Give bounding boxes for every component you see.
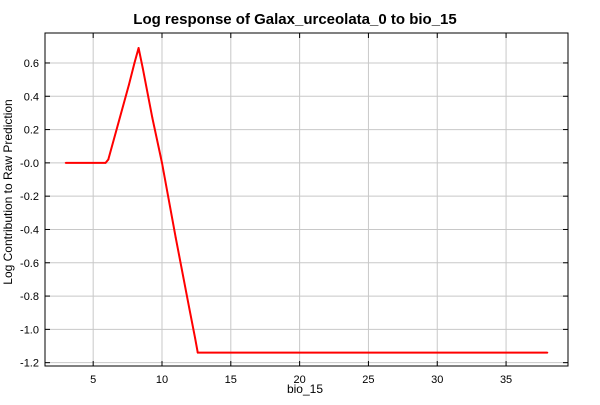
chart-title: Log response of Galax_urceolata_0 to bio…: [133, 11, 456, 28]
response-curve-point: [64, 161, 67, 164]
x-tick-label: 25: [362, 374, 374, 386]
response-curve-point: [151, 117, 154, 119]
y-tick-label: -1.0: [20, 324, 39, 336]
response-curve-point: [546, 351, 549, 354]
y-tick-label: -0.2: [20, 191, 39, 203]
y-tick-label: -1.2: [20, 358, 39, 370]
x-axis-label: bio_15: [287, 382, 323, 396]
response-curve-point: [194, 336, 196, 339]
response-curve-point: [137, 47, 140, 49]
x-tick-label: 35: [500, 374, 512, 386]
response-curve-point: [188, 308, 191, 311]
x-tick-label: 5: [90, 374, 96, 386]
y-tick-label: -0.4: [20, 224, 39, 236]
y-axis-label: Log Contribution to Raw Prediction: [1, 99, 15, 284]
response-curve-point: [141, 67, 144, 69]
x-tick-label: 30: [431, 374, 443, 386]
x-tick-label: 20: [293, 374, 305, 386]
y-tick-label: 0.6: [24, 58, 39, 70]
y-tick-label: 0.2: [24, 125, 39, 137]
response-curve-point: [133, 62, 136, 64]
response-curve-line: [65, 46, 548, 354]
y-tick-label: 0.4: [24, 91, 39, 103]
response-curve-point: [161, 161, 163, 164]
plot-frame: [44, 32, 569, 367]
y-tick-label: -0.0: [20, 158, 39, 170]
x-tick-label: 10: [156, 374, 168, 386]
response-curve-point: [174, 236, 177, 239]
response-curve-point: [104, 161, 107, 164]
grid-lines: [45, 33, 568, 366]
y-tick-label: -0.6: [20, 258, 39, 270]
x-tick-label: 15: [225, 374, 237, 386]
response-curve-point: [196, 351, 199, 354]
axis-ticks: 5 10 15 20 25 30 35 0.6 0.4 0.2 -0.0 -0.2 -0.4 -0.6 -0…: [20, 33, 568, 386]
plot-area: [64, 46, 549, 354]
response-curve-point: [128, 83, 130, 86]
response-curve-point: [107, 158, 110, 161]
y-tick-label: -0.8: [20, 291, 39, 303]
